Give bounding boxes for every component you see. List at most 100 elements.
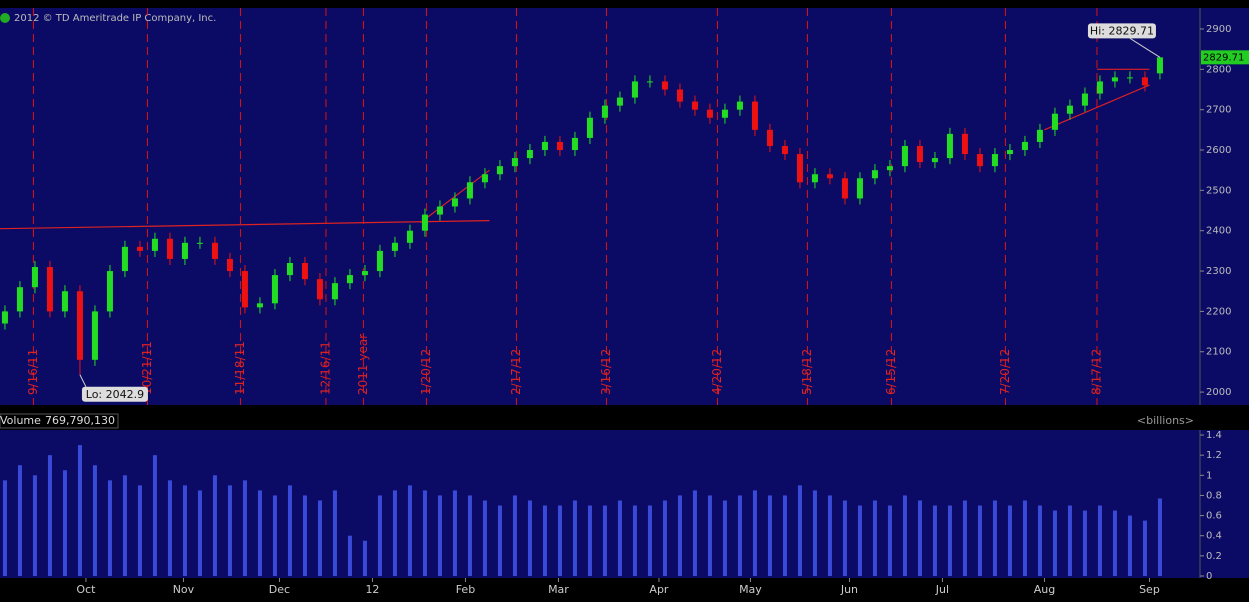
volume-bar — [302, 495, 307, 576]
x-tick-label: Jul — [935, 583, 949, 596]
volume-bar — [977, 505, 982, 576]
volume-bar — [662, 500, 667, 576]
candle-body — [991, 154, 998, 167]
volume-bar — [782, 495, 787, 576]
volume-bar — [182, 485, 187, 576]
volume-bar — [587, 505, 592, 576]
candle-body — [316, 279, 323, 300]
volume-bar — [332, 490, 337, 576]
volume-bar — [842, 500, 847, 576]
candle-body — [526, 150, 533, 159]
candle-body — [721, 109, 728, 118]
volume-bar — [632, 505, 637, 576]
volume-bar — [992, 500, 997, 576]
candle-body — [406, 230, 413, 243]
volume-bar — [2, 480, 7, 576]
x-tick-label: Nov — [173, 583, 195, 596]
candle-body — [196, 242, 203, 244]
price-axis-area — [1200, 8, 1249, 405]
copyright: 2012 © TD Ameritrade IP Company, Inc. — [14, 13, 216, 24]
volume-bar — [1127, 515, 1132, 576]
lo-box — [81, 386, 148, 402]
candle-body — [811, 174, 818, 183]
candle-body — [541, 141, 548, 151]
volume-bar — [1142, 520, 1147, 576]
volume-bar — [152, 455, 157, 576]
volume-axis-area — [1200, 430, 1249, 578]
volume-bar — [407, 485, 412, 576]
candle-body — [241, 271, 248, 308]
volume-bar — [1112, 510, 1117, 576]
volume-bar — [482, 500, 487, 576]
volume-bar — [1097, 505, 1102, 576]
candle-body — [451, 198, 458, 207]
volume-bar — [872, 500, 877, 576]
candle-body — [91, 311, 98, 360]
candle-body — [931, 158, 938, 163]
candle-body — [1066, 105, 1073, 114]
volume-bar — [227, 485, 232, 576]
volume-bar — [527, 500, 532, 576]
volume-header — [0, 412, 1249, 430]
candle-body — [1051, 113, 1058, 130]
trendline — [0, 220, 490, 230]
candle-body — [16, 287, 23, 312]
candle-body — [1156, 57, 1163, 74]
candle-body — [706, 109, 713, 118]
volume-bar — [467, 495, 472, 576]
event-label: 12/16/11 — [318, 341, 332, 395]
volume-unit: <billions> — [1137, 414, 1194, 427]
y-tick-label: 2900 — [1206, 24, 1231, 35]
event-label: 2/17/12 — [509, 349, 523, 395]
last-price-box — [1201, 50, 1249, 65]
event-label: 1/20/12 — [419, 349, 433, 395]
volume-bar — [542, 505, 547, 576]
candle-body — [886, 166, 893, 171]
candle-body — [1126, 77, 1133, 79]
y-tick-label: 0 — [1206, 571, 1212, 582]
volume-bar — [452, 490, 457, 576]
info-icon[interactable] — [0, 13, 10, 23]
y-tick-label: 2400 — [1206, 226, 1231, 237]
candle-body — [1036, 129, 1043, 142]
volume-bar — [137, 485, 142, 576]
x-tick-label: Oct — [76, 583, 96, 596]
candle-body — [256, 303, 263, 308]
volume-bar — [17, 465, 22, 576]
candle-body — [466, 182, 473, 199]
volume-bar — [257, 490, 262, 576]
volume-bar — [107, 480, 112, 576]
volume-bar — [707, 495, 712, 576]
volume-bar — [122, 475, 127, 576]
y-tick-label: 2600 — [1206, 145, 1231, 156]
volume-bar — [47, 455, 52, 576]
candle-body — [166, 238, 173, 259]
lo-label: Lo: 2042.9 — [86, 388, 144, 401]
volume-bar — [1022, 500, 1027, 576]
y-tick-label: 2000 — [1206, 387, 1231, 398]
volume-bar — [62, 470, 67, 576]
candle-body — [781, 145, 788, 155]
volume-bar — [647, 505, 652, 576]
volume-bar — [212, 475, 217, 576]
volume-bar — [1052, 510, 1057, 576]
volume-bar — [857, 505, 862, 576]
y-tick-label: 2800 — [1206, 64, 1231, 75]
volume-bar — [437, 495, 442, 576]
candle-body — [1096, 81, 1103, 94]
y-tick-label: 2500 — [1206, 185, 1231, 196]
candle-body — [481, 174, 488, 183]
volume-bar — [572, 500, 577, 576]
event-label: 6/15/12 — [884, 349, 898, 395]
candle-body — [121, 246, 128, 272]
y-tick-label: 0.8 — [1206, 490, 1222, 501]
volume-bar — [512, 495, 517, 576]
candle-body — [601, 105, 608, 118]
volume-box — [0, 413, 119, 429]
candle-body — [1006, 150, 1013, 155]
volume-bar — [92, 465, 97, 576]
volume-bar — [677, 495, 682, 576]
candle-body — [136, 246, 143, 251]
candle-body — [436, 206, 443, 215]
